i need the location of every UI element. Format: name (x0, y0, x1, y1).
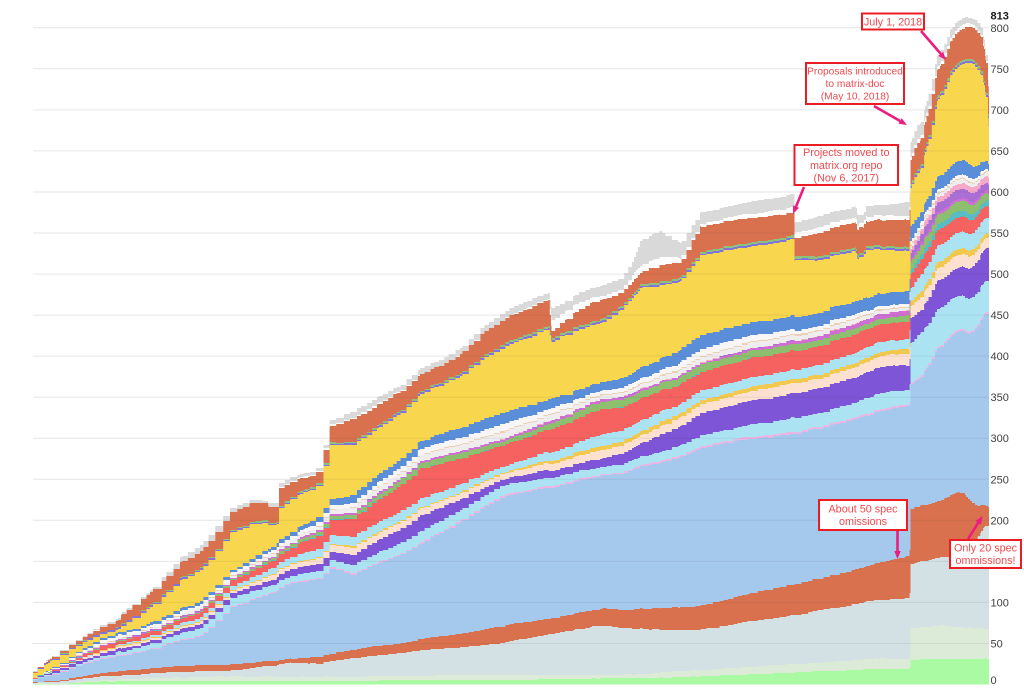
svg-text:550: 550 (991, 228, 1009, 240)
svg-text:omissions: omissions (839, 516, 888, 528)
svg-text:Projects moved to: Projects moved to (803, 147, 889, 159)
svg-text:650: 650 (991, 146, 1009, 158)
svg-text:750: 750 (991, 64, 1009, 76)
svg-text:800: 800 (991, 23, 1009, 35)
svg-text:ommissions!: ommissions! (956, 555, 1016, 567)
svg-text:500: 500 (991, 269, 1009, 281)
svg-text:600: 600 (991, 187, 1009, 199)
svg-text:400: 400 (991, 351, 1009, 363)
svg-text:Proposals introduced: Proposals introduced (807, 67, 903, 78)
svg-text:(Nov 6, 2017): (Nov 6, 2017) (814, 172, 879, 184)
svg-text:matrix.org repo: matrix.org repo (810, 160, 883, 172)
svg-text:450: 450 (991, 310, 1009, 322)
svg-text:50: 50 (991, 639, 1003, 651)
svg-text:200: 200 (991, 515, 1009, 527)
svg-text:250: 250 (991, 474, 1009, 486)
svg-text:Only 20 spec: Only 20 spec (954, 543, 1018, 555)
svg-text:300: 300 (991, 433, 1009, 445)
svg-text:700: 700 (991, 105, 1009, 117)
svg-text:350: 350 (991, 392, 1009, 404)
svg-text:813: 813 (991, 11, 1009, 23)
svg-text:(May 10, 2018): (May 10, 2018) (821, 92, 890, 103)
svg-text:to matrix-doc: to matrix-doc (826, 79, 885, 90)
svg-text:0: 0 (991, 675, 997, 687)
svg-text:100: 100 (991, 597, 1009, 609)
svg-text:About 50 spec: About 50 spec (828, 504, 898, 516)
svg-text:July 1, 2018: July 1, 2018 (864, 16, 922, 28)
